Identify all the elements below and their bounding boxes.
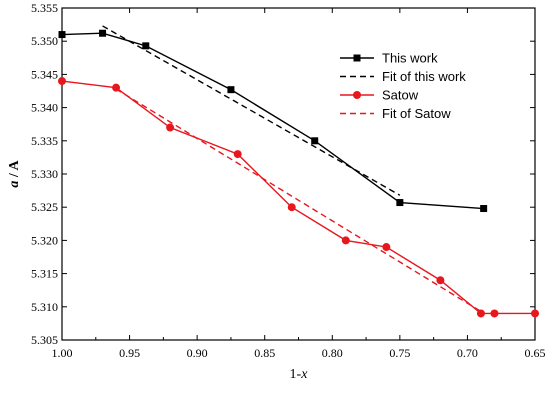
data-point	[227, 86, 235, 94]
data-point	[58, 31, 66, 39]
legend-label: Fit of Satow	[382, 106, 451, 121]
data-point	[233, 150, 242, 159]
x-tick-label: 0.70	[457, 346, 478, 360]
y-tick-label: 5.320	[31, 233, 58, 247]
legend-label: Fit of this work	[382, 69, 466, 84]
x-axis-title-var: x	[300, 367, 308, 382]
y-tick-label: 5.335	[31, 134, 58, 148]
y-tick-label: 5.315	[31, 267, 58, 281]
data-point	[58, 77, 66, 86]
y-axis-title: a / A	[7, 160, 22, 188]
legend-swatch-marker	[353, 54, 361, 62]
axes	[61, 7, 536, 341]
y-tick-label: 5.305	[31, 333, 58, 347]
y-tick-label: 5.310	[31, 300, 58, 314]
y-axis-title-var: a	[7, 181, 22, 188]
data-point	[166, 123, 175, 132]
y-tick-label: 5.340	[31, 101, 58, 115]
y-tick-label: 5.355	[31, 1, 58, 15]
series-3	[115, 88, 482, 313]
series-0	[58, 29, 488, 213]
data-point	[480, 205, 488, 213]
series-line	[61, 80, 535, 315]
data-point	[311, 137, 319, 145]
data-point	[531, 309, 539, 318]
x-axis-title: 1-x	[290, 367, 309, 382]
x-tick-label: 0.85	[254, 346, 275, 360]
data-point	[396, 199, 404, 207]
series-line	[115, 88, 482, 313]
x-tick-label: 0.95	[119, 346, 140, 360]
data-point	[490, 309, 499, 318]
legend-item: This work	[340, 51, 438, 66]
x-tick-label: 1.00	[52, 346, 73, 360]
series-2	[58, 77, 539, 318]
data-point	[341, 236, 350, 245]
data-point	[436, 276, 445, 285]
legend-item: Fit of Satow	[340, 106, 451, 121]
series-line	[102, 25, 401, 196]
series-group	[58, 25, 539, 318]
legend-label: This work	[382, 51, 438, 66]
ticks: 1.00 0.95 0.90 0.85 0.80 0.75 0.70 0.65 5.305 5.3…	[31, 1, 546, 360]
data-point	[382, 243, 391, 252]
plot-frame	[61, 7, 536, 341]
legend-swatch-marker	[353, 91, 361, 99]
data-point	[99, 29, 107, 37]
y-tick-label: 5.350	[31, 34, 58, 48]
x-tick-label: 0.90	[187, 346, 208, 360]
x-tick-label: 0.75	[389, 346, 410, 360]
legend: This work Fit of this work Satow Fit of Sat…	[340, 51, 466, 121]
x-axis-title-main: 1-	[290, 367, 302, 382]
y-tick-label: 5.325	[31, 200, 58, 214]
data-point	[476, 309, 485, 318]
data-point	[142, 42, 150, 50]
y-tick-label: 5.345	[31, 67, 58, 81]
x-tick-label: 0.65	[525, 346, 546, 360]
series-1	[102, 25, 401, 196]
legend-label: Satow	[382, 88, 419, 103]
legend-item: Fit of this work	[340, 69, 466, 84]
y-tick-label: 5.330	[31, 167, 58, 181]
data-point	[287, 203, 296, 212]
x-tick-label: 0.80	[322, 346, 343, 360]
legend-item: Satow	[340, 88, 419, 103]
y-axis-title-unit: / A	[7, 160, 22, 181]
